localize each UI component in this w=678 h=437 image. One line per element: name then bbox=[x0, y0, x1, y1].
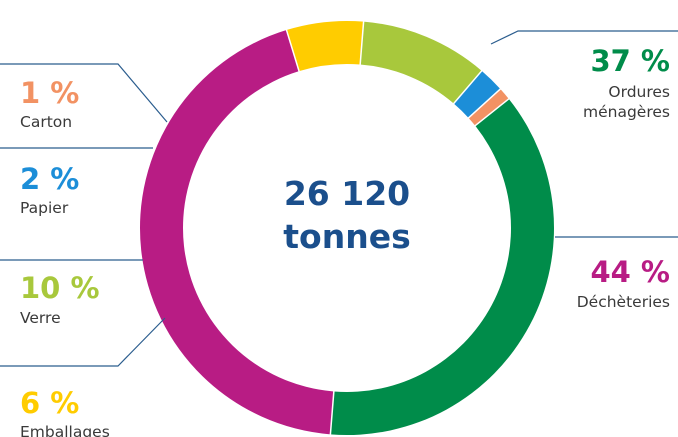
slice-papier bbox=[453, 70, 501, 118]
percent-label-d-ch-teries: 44 % bbox=[590, 255, 670, 289]
category-label-ordures-m-nag-res: Ordures bbox=[608, 83, 670, 101]
category-label-papier: Papier bbox=[20, 199, 69, 217]
category-label-d-ch-teries: Déchèteries bbox=[577, 293, 670, 311]
center-total: 26 120 bbox=[284, 174, 410, 213]
slice-verre bbox=[360, 21, 482, 104]
percent-label-papier: 2 % bbox=[20, 162, 79, 196]
center-unit: tonnes bbox=[283, 217, 410, 256]
slice-separator bbox=[452, 69, 483, 105]
category-label-ordures-m-nag-res: ménagères bbox=[583, 103, 670, 121]
slice-separator bbox=[467, 87, 502, 120]
slice-separator bbox=[473, 97, 511, 127]
percent-label-carton: 1 % bbox=[20, 76, 79, 110]
percent-label-emballages: 6 % bbox=[20, 386, 79, 420]
category-label-verre: Verre bbox=[20, 309, 61, 327]
slice-separator bbox=[329, 390, 335, 436]
percent-label-ordures-m-nag-res: 37 % bbox=[590, 44, 670, 78]
category-label-emballages: Emballages bbox=[20, 423, 110, 437]
leader-line-carton bbox=[0, 63, 168, 123]
percent-label-verre: 10 % bbox=[20, 271, 100, 305]
slice-ordures-m-nag-res bbox=[330, 98, 554, 435]
slice-emballages bbox=[286, 20, 364, 72]
category-label-carton: Carton bbox=[20, 113, 72, 131]
slice-d-ch-teries bbox=[140, 30, 334, 435]
slice-separator bbox=[359, 20, 365, 66]
leader-line-ordures-m-nag-res bbox=[490, 30, 678, 45]
slice-carton bbox=[468, 88, 509, 126]
slice-separator bbox=[285, 28, 301, 73]
leader-line-emballages bbox=[0, 317, 166, 367]
